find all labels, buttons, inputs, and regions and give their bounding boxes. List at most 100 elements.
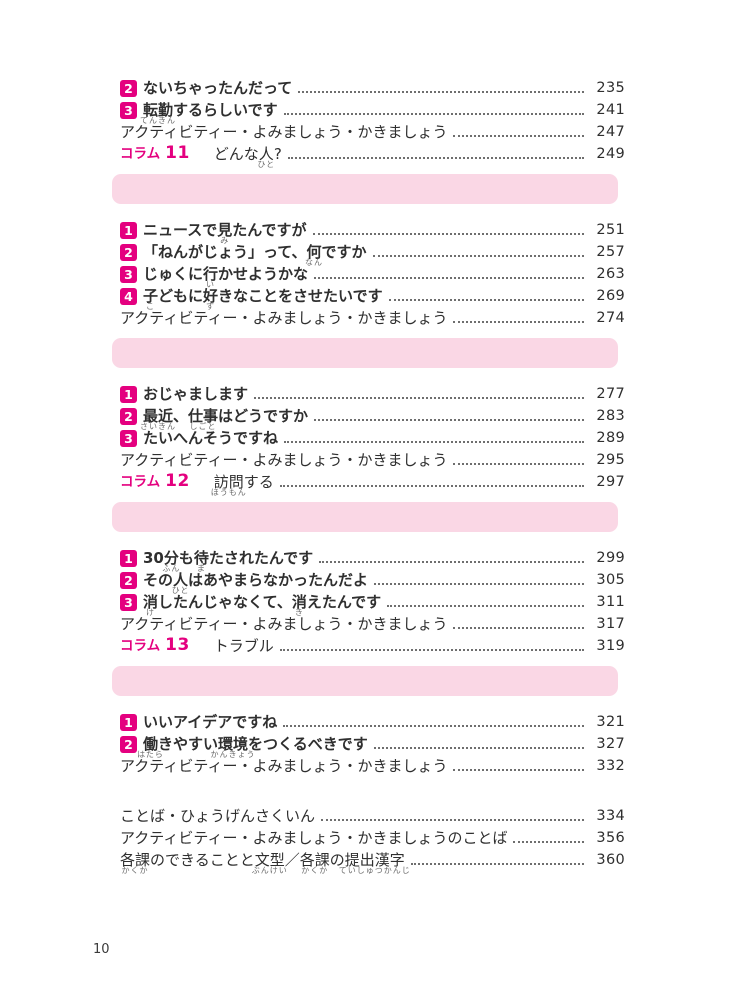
dotted-leader bbox=[374, 583, 584, 585]
dotted-leader bbox=[373, 747, 584, 749]
column-label: コラム 12 bbox=[120, 472, 190, 492]
dotted-leader bbox=[284, 441, 584, 443]
page-number: 10 bbox=[93, 942, 110, 957]
furigana: はたら bbox=[137, 750, 164, 759]
kanji-with-furigana: 子こ bbox=[143, 287, 159, 311]
entry-title: ニュースで見みたんですが bbox=[143, 221, 307, 245]
lesson-number-badge: 2 bbox=[120, 408, 137, 425]
entry-title: いいアイデアですね bbox=[143, 713, 278, 731]
page-ref: 289 bbox=[596, 430, 625, 446]
toc-row: アクティビティー・よみましょう・かきましょう 332 bbox=[120, 754, 625, 776]
page-ref: 269 bbox=[596, 288, 625, 304]
furigana: ていしゅつかんじ bbox=[338, 866, 411, 875]
kanji-with-furigana: 環境 かんきょう bbox=[210, 735, 256, 759]
toc-section: 1 ニュースで見みたんですが 251 2 「ねんがじょう」って、何 なん ですか 257 3 じゅ… bbox=[112, 174, 625, 328]
furigana: こ bbox=[146, 302, 155, 311]
toc-row: アクティビティー・よみましょう・かきましょうのことば 356 bbox=[120, 826, 625, 848]
toc-row: ことば・ひょうげんさくいん 334 bbox=[120, 804, 625, 826]
kanji-with-furigana: 消き bbox=[291, 593, 307, 617]
section-banner bbox=[112, 666, 618, 696]
furigana: さいきん bbox=[140, 422, 176, 431]
dotted-leader bbox=[287, 157, 584, 159]
entry-title: 消けしたんじゃなくて、消きえたんです bbox=[143, 593, 382, 617]
kanji-with-furigana: 行い bbox=[203, 265, 219, 289]
kanji-with-furigana: 分ふん bbox=[162, 549, 181, 573]
entry-title: アクティビティー・よみましょう・かきましょう bbox=[120, 451, 448, 469]
furigana: かくか bbox=[301, 866, 329, 875]
toc-row: 1 いいアイデアですね 321 bbox=[120, 710, 625, 732]
page-ref: 299 bbox=[596, 550, 625, 566]
kanji-with-furigana: 文型 ぶんけい bbox=[251, 851, 288, 875]
furigana: ぶんけい bbox=[251, 866, 288, 875]
lesson-number-badge: 1 bbox=[120, 386, 137, 403]
kanji-with-furigana: 提出漢字 ていしゅつかんじ bbox=[338, 851, 411, 875]
toc-row: 3 転勤 てんきん するらしいです 241 bbox=[120, 98, 625, 125]
entry-title: 転勤 てんきん するらしいです bbox=[140, 101, 278, 125]
page-ref: 277 bbox=[596, 386, 625, 402]
dotted-leader bbox=[314, 277, 584, 279]
entry-title: たいへんそうですね bbox=[143, 429, 279, 447]
lesson-number-badge: 1 bbox=[120, 550, 137, 567]
entry-title: アクティビティー・よみましょう・かきましょう bbox=[120, 309, 448, 327]
kanji-with-furigana: 転勤 てんきん bbox=[140, 101, 176, 125]
page-ref: 327 bbox=[596, 736, 625, 752]
entry-title: 最近 さいきん 、仕事 しごと はどうですか bbox=[140, 407, 309, 431]
furigana: てんきん bbox=[140, 116, 176, 125]
dotted-leader bbox=[387, 605, 584, 607]
toc-row: 3 消けしたんじゃなくて、消きえたんです 311 bbox=[120, 590, 625, 617]
toc-row: 3 じゅくに行いかせようかな 263 bbox=[120, 262, 625, 289]
dotted-leader bbox=[298, 91, 584, 93]
entry-title: ことば・ひょうげんさくいん bbox=[120, 807, 316, 825]
page-ref: 251 bbox=[596, 222, 625, 238]
toc-row: アクティビティー・よみましょう・かきましょう 274 bbox=[120, 306, 625, 328]
dotted-leader bbox=[254, 397, 584, 399]
entry-title: 「ねんがじょう」って、何 なん ですか bbox=[143, 243, 367, 267]
kanji-with-furigana: 働はたら bbox=[137, 735, 164, 759]
kanji-with-furigana: 訪問 ほうもん bbox=[210, 473, 247, 497]
furigana: み bbox=[220, 236, 230, 245]
dotted-leader bbox=[279, 485, 584, 487]
page-ref: 334 bbox=[596, 808, 625, 824]
dotted-leader bbox=[312, 233, 584, 235]
furigana: ほうもん bbox=[210, 488, 247, 497]
kanji-with-furigana: 待ま bbox=[193, 549, 209, 573]
lesson-number-badge: 2 bbox=[120, 572, 137, 589]
toc-section: 1 30分 ふん も待またされたんです 299 2 その人 ひと はあやまらなかったんだよ 305… bbox=[112, 502, 625, 656]
lesson-number-badge: 3 bbox=[120, 266, 137, 283]
dotted-leader bbox=[513, 841, 584, 843]
kanji-with-furigana: 好す bbox=[203, 287, 219, 311]
furigana: ひと bbox=[257, 160, 276, 169]
furigana: かんきょう bbox=[210, 750, 256, 759]
furigana: い bbox=[206, 280, 216, 289]
column-word: コラム bbox=[120, 146, 161, 162]
furigana: け bbox=[146, 608, 155, 617]
column-label: コラム 13 bbox=[120, 636, 190, 656]
toc-section: ことば・ひょうげんさくいん 334 アクティビティー・よみましょう・かきましょうのこ… bbox=[120, 804, 625, 875]
dotted-leader bbox=[453, 463, 584, 465]
lesson-number-badge: 3 bbox=[120, 430, 137, 447]
furigana: かくか bbox=[121, 866, 149, 875]
toc-row: 各課 かくか のできることと文型 ぶんけい ／各課 かくか の提出漢字 ていしゅつかんじ 360 bbox=[120, 848, 625, 875]
toc-row: アクティビティー・よみましょう・かきましょう 247 bbox=[120, 120, 625, 142]
entry-title: その人 ひと はあやまらなかったんだよ bbox=[143, 571, 369, 595]
page-ref: 332 bbox=[596, 758, 625, 774]
section-banner bbox=[112, 502, 618, 532]
toc-row: 1 30分 ふん も待またされたんです 299 bbox=[120, 546, 625, 573]
kanji-with-furigana: 見み bbox=[217, 221, 233, 245]
toc-row: 1 おじゃまします 277 bbox=[120, 382, 625, 404]
entry-title: どんな人 ひと? bbox=[213, 145, 282, 169]
kanji-with-furigana: 各課 かくか bbox=[120, 851, 151, 875]
toc-row: 2 その人 ひと はあやまらなかったんだよ 305 bbox=[120, 568, 625, 595]
column-label: コラム 11 bbox=[120, 144, 190, 164]
toc-content: 2 ないちゃったんだって 235 3 転勤 てんきん するらしいです 241 アクティビティー・… bbox=[112, 76, 625, 875]
dotted-leader bbox=[453, 769, 584, 771]
furigana: しごと bbox=[189, 422, 217, 431]
dotted-leader bbox=[388, 299, 584, 301]
lesson-number-badge: 3 bbox=[120, 102, 137, 119]
lesson-number-badge: 1 bbox=[120, 222, 137, 239]
toc-row: アクティビティー・よみましょう・かきましょう 317 bbox=[120, 612, 625, 634]
lesson-number-badge: 2 bbox=[120, 80, 137, 97]
entry-title: アクティビティー・よみましょう・かきましょうのことば bbox=[120, 829, 508, 847]
dotted-leader bbox=[279, 649, 584, 651]
lesson-number-badge: 4 bbox=[120, 288, 137, 305]
